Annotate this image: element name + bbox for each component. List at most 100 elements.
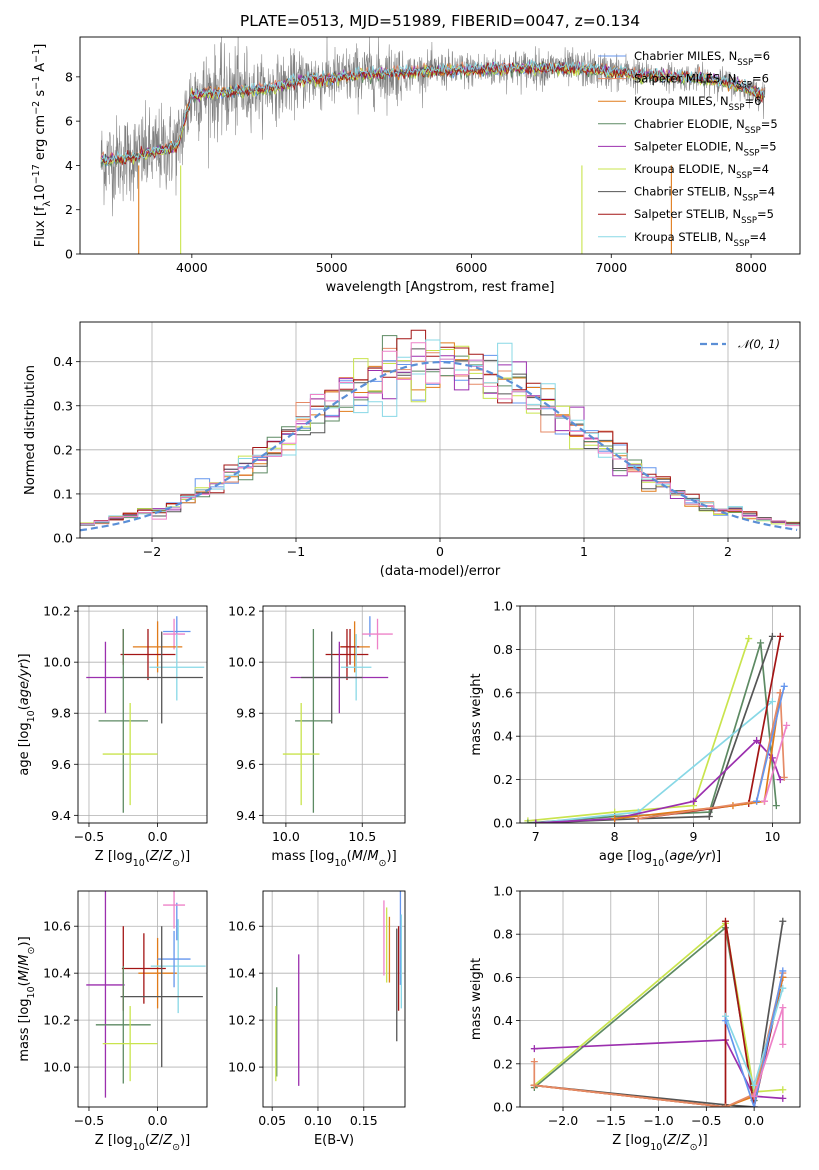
weight-marker [611, 815, 619, 823]
weight-series [755, 686, 786, 802]
plot-area [100, 37, 766, 254]
legend-entry: Chabrier STELIB, NSSP=4 [634, 185, 775, 204]
errorbar-point [120, 631, 203, 724]
legend-entry: Salpeter ELODIE, NSSP=5 [634, 139, 777, 158]
plot-area [275, 891, 402, 1086]
y-tick-label: 10.0 [228, 655, 256, 670]
weight-marker [779, 1004, 787, 1012]
weight-series [527, 638, 750, 822]
axes-frame [79, 36, 801, 255]
weight-marker [721, 1017, 729, 1025]
y-axis-label: mass weight [469, 673, 484, 755]
weight-marker [783, 721, 791, 729]
x-tick-label: 8000 [735, 260, 767, 275]
weight-marker [776, 632, 784, 640]
plot-area [86, 616, 205, 813]
x-tick-label: −2 [143, 544, 161, 559]
y-tick-label: 10.2 [228, 604, 256, 619]
errorbar-point [132, 621, 183, 673]
y-tick-label: 9.8 [236, 706, 256, 721]
y-tick-label: 0.2 [493, 772, 513, 787]
y-tick-label: 0.2 [53, 442, 73, 457]
weight-marker [721, 917, 729, 925]
x-tick-label: 0.0 [148, 829, 168, 844]
errorbar-point [325, 628, 369, 681]
y-tick-label: 1.0 [493, 599, 513, 614]
y-tick-label: 10.4 [43, 966, 71, 981]
y-tick-label: 0.6 [493, 970, 513, 985]
errorbar-point [301, 631, 363, 724]
y-tick-label: 10.6 [228, 919, 256, 934]
errorbar-point [102, 703, 158, 806]
weight-marker [753, 737, 761, 745]
errorbar-point [149, 634, 205, 701]
weight-marker [780, 682, 788, 690]
legend-entry: Kroupa ELODIE, NSSP=4 [634, 162, 769, 181]
legend-entry: Salpeter STELIB, NSSP=5 [634, 207, 774, 226]
axes-frame [519, 605, 801, 824]
x-tick-label: 10.0 [272, 829, 300, 844]
x-axis-label: wavelength [Angstrom, rest frame] [326, 280, 555, 295]
y-tick-label: 0.4 [53, 354, 73, 369]
x-axis-label: Z [log10(Z/Z⊙)] [95, 1133, 190, 1153]
weight-marker [530, 1058, 538, 1066]
weight-marker [779, 984, 787, 992]
weight-marker [768, 697, 776, 705]
weight-series [534, 1039, 783, 1100]
weight-series [614, 692, 782, 820]
errorbar-point [86, 641, 125, 714]
y-tick-label: 0.0 [493, 1100, 513, 1115]
errorbar-point [120, 926, 203, 1068]
panel-residuals: −2 −1 0 1 2 0.0 0.1 0.2 0.3 0.4 𝒩(0, 1) (data-model… [23, 321, 801, 579]
x-tick-label: 0.10 [304, 1113, 332, 1128]
y-tick-label: 0.6 [493, 685, 513, 700]
x-tick-label: −1 [287, 544, 305, 559]
panel-spectrum: 4000 5000 6000 7000 8000 0 2 4 6 8 Chabrier MILES,… [31, 36, 801, 295]
axes-frame [519, 890, 801, 1108]
x-tick-label: 0.15 [350, 1113, 378, 1128]
weight-marker [779, 1040, 787, 1048]
y-tick-label: 0.4 [493, 729, 513, 744]
y-axis-label: mass weight [469, 958, 484, 1040]
weight-series [533, 926, 755, 1101]
legend-entry: 𝒩(0, 1) [738, 337, 780, 351]
weight-series [638, 692, 786, 820]
y-tick-label: 1.0 [493, 884, 513, 899]
weight-marker [530, 1081, 538, 1089]
y-tick-label: 0 [65, 247, 73, 262]
x-tick-label: 8 [611, 829, 619, 844]
y-tick-label: 10.2 [43, 1013, 71, 1028]
errorbar-point [282, 703, 320, 806]
y-tick-label: 2 [65, 202, 73, 217]
errorbar-point [163, 618, 186, 650]
y-tick-label: 6 [65, 114, 73, 129]
x-tick-label: −0.5 [691, 1113, 721, 1128]
x-tick-label: 2 [724, 544, 732, 559]
x-tick-label: 4000 [176, 260, 208, 275]
y-tick-label: 9.8 [51, 706, 71, 721]
y-tick-label: 0.0 [493, 816, 513, 831]
errorbar-point [121, 933, 166, 1004]
x-axis-label: (data-model)/error [380, 564, 501, 579]
x-axis-label: E(B-V) [314, 1133, 354, 1148]
weight-series [763, 725, 788, 802]
x-tick-label: 0.0 [744, 1113, 764, 1128]
y-tick-label: 10.0 [43, 655, 71, 670]
x-tick-label: 1 [580, 544, 588, 559]
x-tick-label: 7000 [595, 260, 627, 275]
y-tick-label: 0.8 [493, 642, 513, 657]
errorbar-point [120, 628, 176, 681]
y-tick-label: 10.4 [228, 966, 256, 981]
plot-area [86, 891, 206, 1098]
x-tick-label: 10 [764, 829, 780, 844]
y-axis-label: Normed distribution [23, 365, 38, 495]
x-axis-label: Z [log10(Z/Z⊙)] [95, 849, 190, 869]
errorbar-point [163, 891, 186, 929]
legend-entry: Chabrier MILES, NSSP=6 [634, 49, 770, 68]
legend-entry: Kroupa STELIB, NSSP=4 [634, 230, 766, 249]
y-tick-label: 10.6 [43, 919, 71, 934]
y-tick-label: 10.2 [43, 604, 71, 619]
legend-entry: Kroupa MILES, NSSP=6 [634, 94, 761, 113]
x-axis-label: mass [log10(M/M⊙)] [271, 849, 396, 869]
